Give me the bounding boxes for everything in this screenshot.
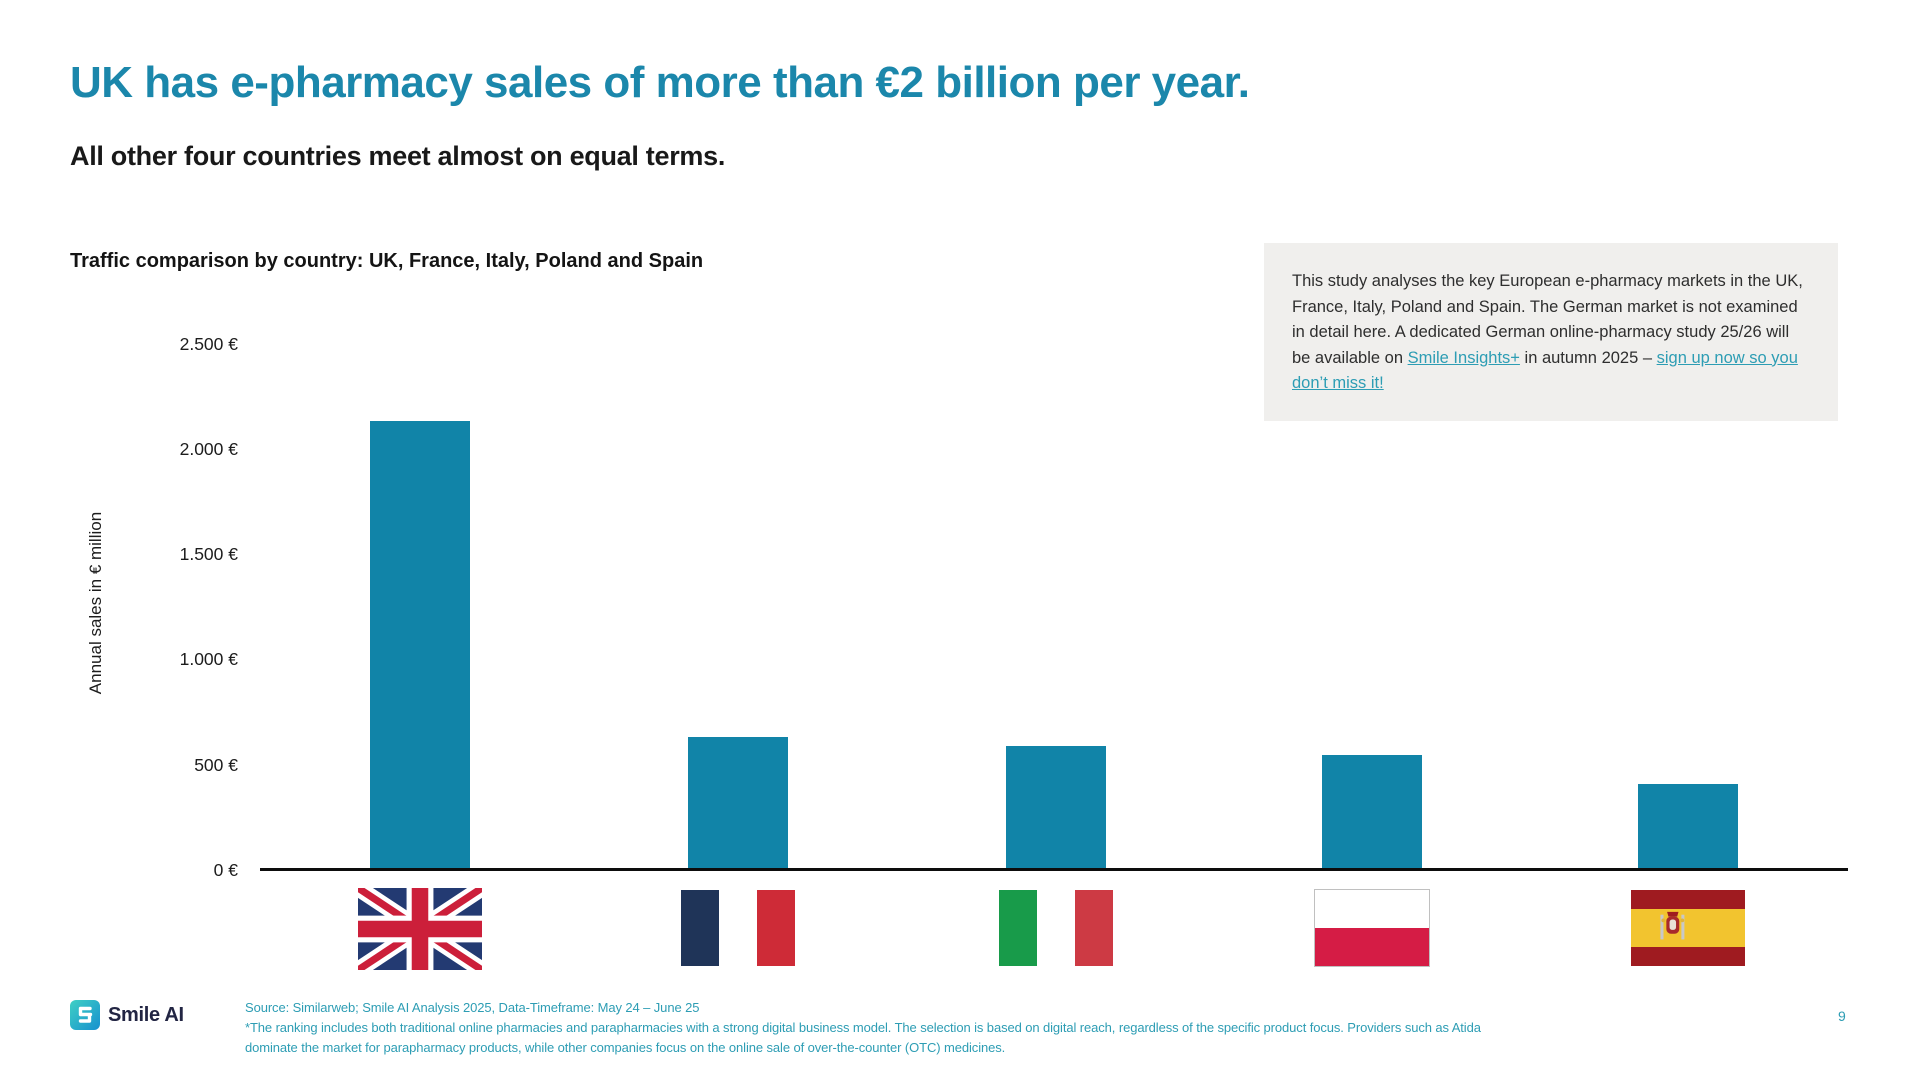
- bar-spain: [1638, 783, 1738, 870]
- slide-title: UK has e-pharmacy sales of more than €2 …: [70, 58, 1250, 107]
- y-tick-label: 2.000 €: [179, 438, 238, 459]
- y-tick-label: 1.000 €: [179, 649, 238, 670]
- y-tick-label: 500 €: [194, 754, 238, 775]
- note-text-middle: in autumn 2025 –: [1519, 348, 1657, 367]
- y-tick-label: 1.500 €: [179, 544, 238, 565]
- spain-flag-icon: [1631, 890, 1745, 966]
- y-axis-label: Annual sales in € million: [86, 511, 105, 695]
- smile-ai-logo-icon: [70, 1000, 100, 1030]
- bar-france: [688, 737, 788, 870]
- chart-title: Traffic comparison by country: UK, Franc…: [70, 250, 704, 272]
- source-block: Source: Similarweb; Smile AI Analysis 20…: [245, 998, 1525, 1058]
- bar-italy: [1006, 745, 1106, 870]
- smile-insights-link[interactable]: Smile Insights+: [1407, 348, 1520, 367]
- spain-coat-of-arms: [1660, 911, 1685, 940]
- page-number: 9: [1838, 1008, 1846, 1024]
- source-line: Source: Similarweb; Smile AI Analysis 20…: [245, 1000, 700, 1015]
- y-tick-label: 2.500 €: [179, 333, 238, 354]
- footnote-line: *The ranking includes both traditional o…: [245, 1020, 1481, 1055]
- x-axis-line: [260, 868, 1848, 871]
- italy-flag-icon: [999, 890, 1113, 966]
- poland-flag-icon: [1314, 889, 1430, 967]
- note-box: This study analyses the key European e-p…: [1264, 243, 1838, 421]
- signup-link[interactable]: sign up now so you don’t miss it!: [1292, 348, 1798, 393]
- smile-ai-logo-text: Smile AI: [108, 1004, 184, 1026]
- bar-poland: [1322, 755, 1422, 870]
- note-text-before: This study analyses the key European e-p…: [1292, 272, 1803, 367]
- y-tick-label: 0 €: [213, 860, 238, 880]
- bar-uk: [370, 421, 470, 870]
- slide-subtitle: All other four countries meet almost on …: [70, 141, 726, 171]
- uk-flag-icon: [358, 888, 482, 970]
- france-flag-icon: [681, 890, 795, 966]
